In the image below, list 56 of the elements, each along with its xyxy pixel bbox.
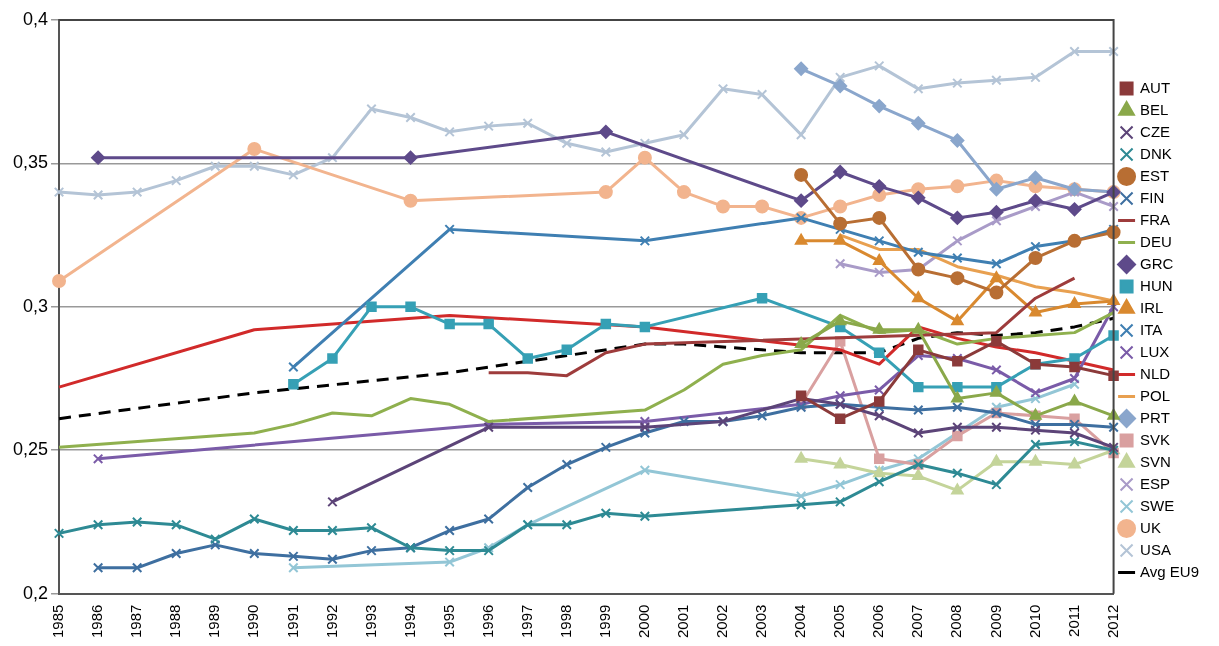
- x-tick-label: 2001: [674, 604, 692, 639]
- x-tick-label: 1999: [595, 604, 613, 639]
- legend-label: NLD: [1140, 364, 1171, 382]
- legend-label: SVK: [1140, 430, 1171, 448]
- y-tick-label: 0,2: [23, 582, 49, 603]
- x-tick-label: 1991: [283, 604, 301, 639]
- legend-label: POL: [1140, 386, 1171, 404]
- legend-label: HUN: [1140, 276, 1173, 294]
- x-tick-label: 1986: [88, 604, 106, 639]
- x-tick-label: 2010: [1025, 604, 1043, 639]
- legend-label: FRA: [1140, 210, 1171, 228]
- legend-label: BEL: [1140, 100, 1169, 118]
- legend-label: GRC: [1140, 254, 1174, 272]
- x-tick-label: 1992: [322, 604, 340, 639]
- legend-label: ESP: [1140, 474, 1171, 492]
- x-tick-label: 2002: [713, 604, 731, 639]
- x-tick-label: 1993: [361, 604, 379, 639]
- legend-label: CZE: [1140, 122, 1171, 140]
- x-tick-label: 1998: [556, 604, 574, 639]
- legend-label: EST: [1140, 166, 1170, 184]
- x-tick-label: 2005: [830, 604, 848, 639]
- x-tick-label: 1997: [517, 604, 535, 639]
- x-tick-label: 1995: [439, 604, 457, 639]
- legend-label: UK: [1140, 518, 1161, 536]
- y-tick-label: 0,35: [12, 152, 49, 173]
- x-tick-label: 1988: [166, 604, 184, 639]
- legend-label: LUX: [1140, 342, 1170, 360]
- legend-label: FIN: [1140, 188, 1165, 206]
- legend-label: Avg EU9: [1140, 562, 1200, 580]
- legend-label: SWE: [1140, 496, 1175, 514]
- x-tick-label: 2012: [1103, 604, 1121, 639]
- legend-label: PRT: [1140, 408, 1170, 426]
- x-tick-label: 2007: [908, 604, 926, 639]
- y-tick-label: 0,3: [23, 295, 49, 316]
- x-tick-label: 1990: [244, 604, 262, 639]
- legend-label: AUT: [1140, 78, 1171, 96]
- legend-label: DNK: [1140, 144, 1172, 162]
- x-tick-label: 2009: [986, 604, 1004, 639]
- legend-label: SVN: [1140, 452, 1171, 470]
- x-tick-label: 1996: [478, 604, 496, 639]
- x-tick-label: 1985: [49, 604, 67, 639]
- x-tick-label: 1987: [127, 604, 145, 639]
- y-tick-label: 0,25: [12, 439, 49, 460]
- x-tick-label: 1994: [400, 604, 418, 639]
- x-tick-label: 1989: [205, 604, 223, 639]
- x-tick-label: 2004: [791, 604, 809, 639]
- x-tick-label: 2008: [947, 604, 965, 639]
- x-tick-label: 2003: [752, 604, 770, 639]
- y-tick-label: 0,4: [23, 8, 49, 29]
- legend-label: USA: [1140, 540, 1171, 558]
- x-tick-label: 2011: [1064, 604, 1082, 637]
- legend-label: IRL: [1140, 298, 1164, 316]
- legend-label: DEU: [1140, 232, 1172, 250]
- x-tick-label: 2006: [869, 604, 887, 639]
- x-tick-label: 2000: [635, 604, 653, 639]
- legend-label: ITA: [1140, 320, 1163, 338]
